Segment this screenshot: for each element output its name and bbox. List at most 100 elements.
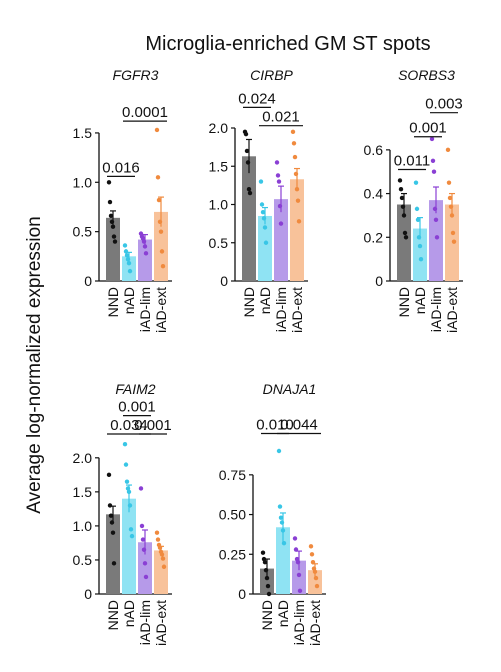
y-tick-label: 0.75: [219, 467, 246, 483]
data-point: [122, 243, 128, 248]
y-tick-label: 0.5: [209, 235, 229, 251]
data-point: [124, 479, 130, 484]
data-point: [312, 569, 318, 574]
data-point: [263, 240, 269, 245]
data-point: [414, 206, 420, 212]
p-value-label: 0.010: [256, 417, 294, 434]
bar-nad: [122, 498, 136, 594]
data-point: [415, 217, 421, 222]
panel-fgfr3: FGFR3 0 0.5 1.0 1.5 NND nAD iAD-lim iAD-ext 0.016…: [73, 67, 172, 333]
bar-iad-ext: [154, 550, 168, 594]
y-tick-label: 1.5: [209, 158, 229, 174]
y-tick-label: 0.5: [73, 552, 93, 568]
data-point: [159, 552, 165, 557]
data-point: [397, 178, 403, 183]
data-point: [447, 195, 453, 201]
y-tick-label: 0: [220, 273, 228, 289]
bar-nad: [413, 228, 427, 281]
data-point: [294, 187, 300, 192]
data-point: [445, 147, 451, 153]
category-label: iAD-lim: [291, 600, 307, 645]
data-point: [281, 540, 287, 546]
data-point: [431, 169, 437, 174]
data-point: [262, 225, 268, 230]
data-point: [450, 230, 456, 236]
data-point: [291, 141, 297, 146]
category-label: iAD-lim: [428, 287, 444, 332]
data-point: [314, 583, 320, 589]
y-tick-label: 0.25: [219, 546, 246, 562]
data-point: [430, 158, 436, 163]
y-axis-label: Average log-normalized expression: [24, 216, 45, 513]
y-tick-label: 0.5: [73, 224, 93, 240]
category-label: nAD: [121, 287, 137, 314]
y-tick-label: 1.0: [209, 197, 229, 213]
data-point: [260, 550, 266, 555]
panel-title: FGFR3: [113, 67, 159, 83]
data-point: [274, 160, 280, 165]
bar-nnd: [397, 204, 411, 281]
data-point: [277, 504, 283, 509]
data-point: [266, 591, 272, 597]
y-tick-label: 0.4: [364, 186, 384, 202]
data-point: [107, 503, 113, 508]
bar-iad-lim: [292, 560, 306, 594]
data-point: [293, 171, 299, 177]
data-point: [111, 561, 117, 566]
p-value-label: 0.044: [280, 417, 318, 434]
panel-title: SORBS3: [398, 67, 455, 83]
data-point: [429, 136, 435, 142]
bar-nad: [122, 256, 136, 281]
data-point: [290, 129, 296, 135]
category-label: iAD-ext: [289, 287, 305, 333]
category-label: nAD: [275, 600, 291, 627]
data-point: [154, 530, 160, 535]
y-tick-label: 0.50: [219, 507, 246, 523]
p-value-label: 0.001: [118, 399, 156, 416]
data-point: [155, 537, 161, 542]
data-point: [106, 472, 112, 478]
bar-nad: [258, 215, 272, 281]
data-point: [125, 486, 131, 491]
data-point: [139, 523, 145, 529]
data-point: [451, 239, 457, 244]
bar-iad-lim: [138, 542, 152, 594]
data-point: [160, 263, 166, 269]
data-point: [108, 513, 114, 518]
bar-nnd: [106, 217, 120, 281]
data-point: [123, 249, 129, 254]
category-label: NND: [259, 600, 275, 630]
data-point: [157, 545, 163, 550]
bar-iad-lim: [274, 199, 288, 281]
data-point: [142, 561, 148, 566]
panel-title: CIRBP: [250, 67, 293, 83]
category-label: NND: [105, 600, 121, 630]
p-value-label: 0.001: [409, 120, 447, 137]
category-label: NND: [105, 287, 121, 317]
data-point: [107, 199, 113, 205]
p-value-label: 0.016: [102, 159, 140, 176]
data-point: [297, 588, 303, 594]
p-value-label: 0.001: [134, 417, 172, 434]
data-point: [264, 575, 270, 581]
panel-dnaja1: DNAJA1 0 0.25 0.50 0.75 NND nAD iAD-lim iAD-ext 0…: [219, 381, 326, 646]
data-point: [110, 530, 116, 535]
category-label: iAD-ext: [153, 600, 169, 646]
panel-cirbp: CIRBP 0 0.5 1.0 1.5 2.0 NND nAD iAD-lim iAD-ext 0.…: [209, 67, 308, 333]
y-tick-label: 1.0: [73, 518, 93, 534]
data-point: [260, 209, 266, 215]
data-point: [276, 448, 282, 454]
data-point: [155, 175, 161, 180]
data-point: [110, 224, 116, 229]
category-label: iAD-ext: [307, 600, 323, 646]
data-point: [308, 544, 314, 549]
category-label: iAD-lim: [273, 287, 289, 332]
data-point: [449, 213, 455, 218]
data-point: [161, 564, 167, 569]
category-label: NND: [396, 287, 412, 317]
data-point: [292, 154, 298, 160]
data-point: [126, 261, 132, 266]
y-tick-label: 1.5: [73, 484, 93, 500]
